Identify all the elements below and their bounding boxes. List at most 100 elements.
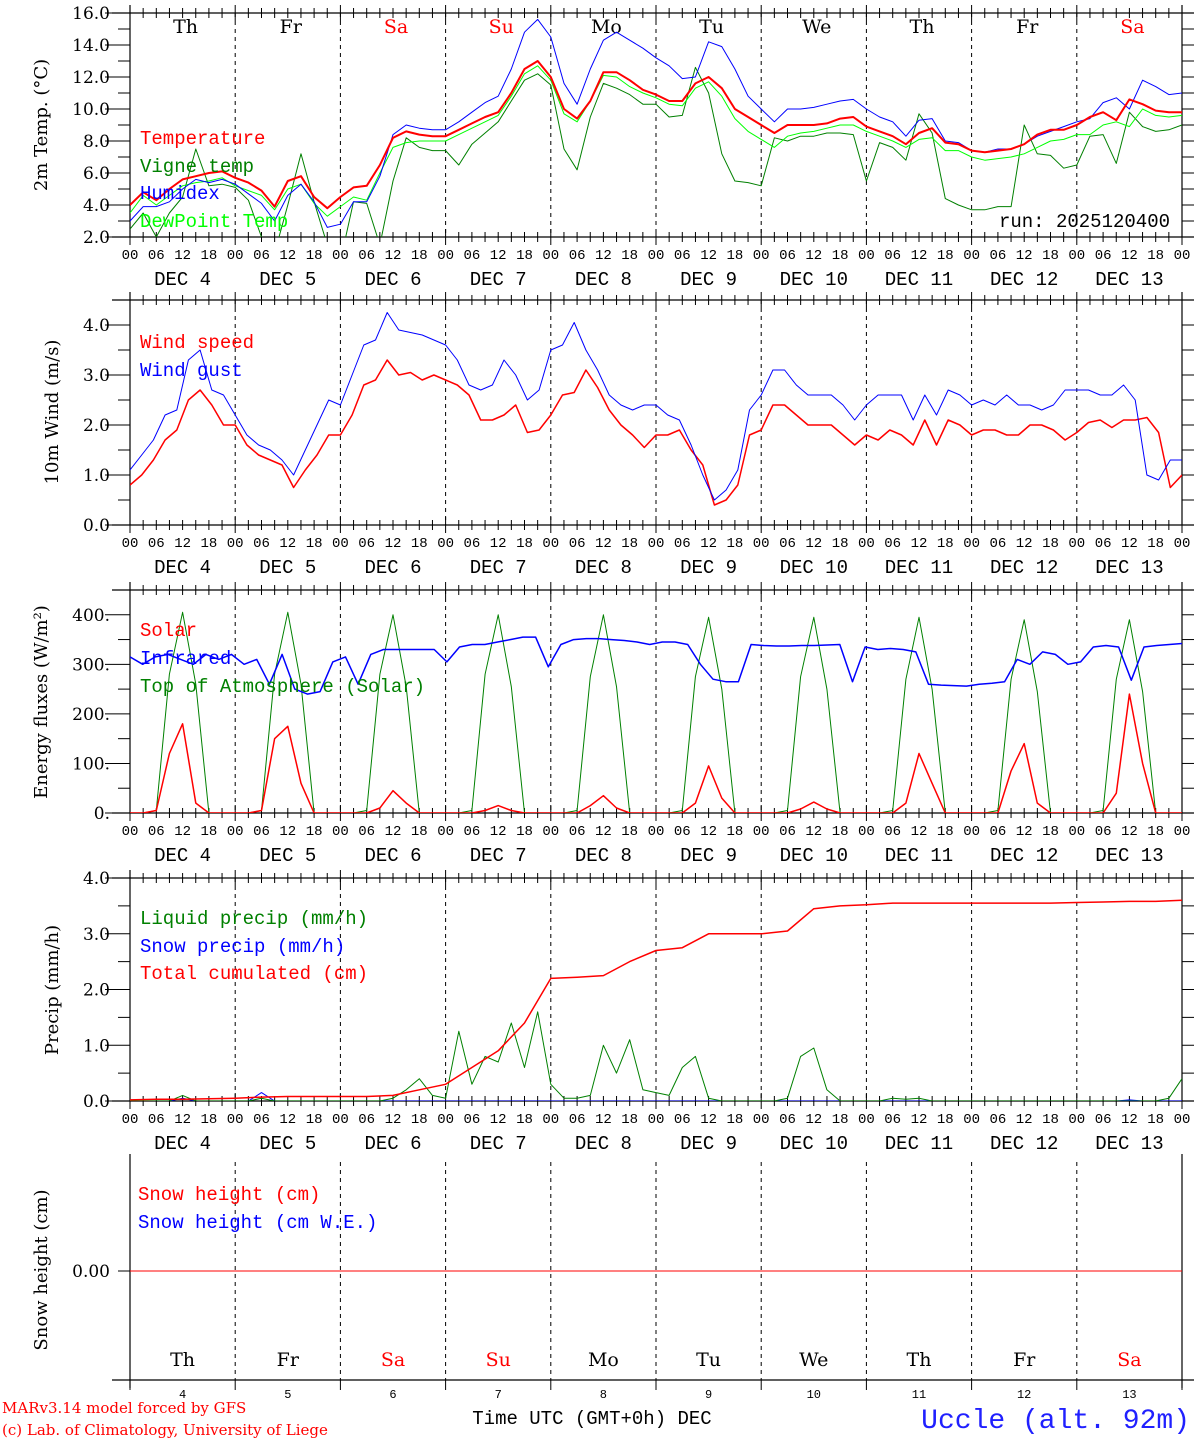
- station-name: Uccle (alt. 92m): [921, 1406, 1190, 1437]
- hour-label: 06: [779, 248, 796, 264]
- hour-label: 06: [779, 536, 796, 552]
- hour-label: 00: [122, 248, 139, 264]
- y-tick-label: 6.0: [83, 164, 110, 184]
- hour-label: 00: [332, 248, 349, 264]
- hour-label: 18: [937, 248, 954, 264]
- footer-credit: (c) Lab. of Climatology, University of L…: [2, 1421, 328, 1439]
- hour-label: 00: [227, 1112, 244, 1128]
- hour-label: 12: [700, 824, 717, 840]
- day-of-week-label: Mo: [591, 16, 622, 38]
- hour-label: 06: [148, 248, 165, 264]
- hour-label: 06: [884, 248, 901, 264]
- day-of-week-label: Fr: [1016, 16, 1039, 38]
- hour-label: 18: [306, 1112, 323, 1128]
- hour-label: 18: [200, 1112, 217, 1128]
- hour-label: 18: [1147, 824, 1164, 840]
- hour-label: 00: [332, 824, 349, 840]
- hour-label: 12: [279, 824, 296, 840]
- legend-entry: Solar: [140, 620, 197, 642]
- hour-label: 00: [963, 536, 980, 552]
- hour-label: 12: [279, 1112, 296, 1128]
- date-label: DEC 7: [470, 845, 527, 867]
- series-line-vigne-temp: [130, 66, 1182, 237]
- hour-label: 00: [122, 536, 139, 552]
- y-tick-label: 0.0: [83, 516, 110, 536]
- legend-entry: Vigne temp: [140, 156, 254, 178]
- run-label: run: 2025120400: [999, 211, 1170, 233]
- series-line-solar: [130, 693, 1182, 813]
- hour-label: 06: [569, 1112, 586, 1128]
- hour-label: 12: [174, 1112, 191, 1128]
- hour-label: 18: [1042, 824, 1059, 840]
- series-group: [130, 18, 1182, 237]
- hour-label: 18: [726, 248, 743, 264]
- day-number: 12: [1017, 1388, 1031, 1402]
- hour-label: 18: [1042, 248, 1059, 264]
- day-of-week-label: Th: [173, 16, 198, 38]
- date-label: DEC 6: [364, 845, 421, 867]
- panel-3: 0. 100. 200. 300. 400. Energy fluxes (W/m²) 00…: [31, 582, 1194, 867]
- hour-label: 12: [385, 248, 402, 264]
- hour-label: 12: [1121, 1112, 1138, 1128]
- y-tick-label: 14.0: [72, 36, 110, 56]
- y-tick-label: 0.: [94, 804, 110, 824]
- y-axis-label: Snow height (cm): [31, 1189, 52, 1350]
- hour-label: 18: [1147, 248, 1164, 264]
- hour-label: 12: [1121, 536, 1138, 552]
- panel-4: 0.0 1.0 2.0 3.0 4.0 Precip (mm/h) 00 06 12 18 DEC …: [42, 869, 1194, 1155]
- hour-label: 06: [989, 536, 1006, 552]
- date-label: DEC 12: [990, 845, 1058, 867]
- hour-label: 00: [542, 824, 559, 840]
- hour-label: 18: [832, 1112, 849, 1128]
- day-number: 9: [705, 1388, 712, 1402]
- y-tick-label: 16.0: [72, 4, 110, 24]
- hour-label: 00: [437, 824, 454, 840]
- hour-label: 12: [1016, 248, 1033, 264]
- hour-label: 18: [937, 536, 954, 552]
- hour-label: 06: [463, 248, 480, 264]
- date-label: DEC 10: [780, 845, 848, 867]
- hour-label: 18: [832, 824, 849, 840]
- date-label: DEC 10: [780, 557, 848, 579]
- y-tick-label: 100.: [72, 754, 110, 774]
- y-tick-label: 200.: [72, 705, 110, 725]
- date-label: DEC 11: [885, 1133, 953, 1155]
- date-label: DEC 9: [680, 557, 737, 579]
- hour-label: 00: [1068, 1112, 1085, 1128]
- day-of-week-label: We: [802, 16, 831, 38]
- date-label: DEC 8: [575, 1133, 632, 1155]
- y-tick-label: 1.0: [83, 466, 110, 486]
- date-label: DEC 4: [154, 557, 211, 579]
- series-group: [130, 312, 1182, 506]
- hour-label: 00: [227, 824, 244, 840]
- hour-label: 00: [753, 248, 770, 264]
- hour-label: 18: [516, 248, 533, 264]
- legend-entry: Snow height (cm): [138, 1184, 320, 1206]
- hour-label: 00: [753, 1112, 770, 1128]
- date-label: DEC 13: [1095, 557, 1163, 579]
- date-label: DEC 7: [470, 1133, 527, 1155]
- hour-label: 06: [253, 248, 270, 264]
- hour-label: 00: [648, 536, 665, 552]
- hour-label: 00: [963, 248, 980, 264]
- hour-label: 18: [411, 248, 428, 264]
- date-label: DEC 4: [154, 1133, 211, 1155]
- hour-label: 12: [490, 1112, 507, 1128]
- hour-label: 12: [700, 536, 717, 552]
- date-label: DEC 9: [680, 1133, 737, 1155]
- legend-entry: Infrared: [140, 648, 231, 670]
- hour-label: 18: [832, 536, 849, 552]
- date-label: DEC 12: [990, 269, 1058, 291]
- hour-label: 18: [306, 248, 323, 264]
- panel-1: 2.0 4.0 6.0 8.0 10.0 12.0 14.0 16.0 2m Temp. (°C…: [31, 4, 1194, 291]
- date-label: DEC 8: [575, 845, 632, 867]
- y-tick-label: 2.0: [83, 228, 110, 248]
- date-label: DEC 10: [780, 1133, 848, 1155]
- legend-entry: Wind gust: [140, 360, 243, 382]
- hour-label: 12: [1121, 248, 1138, 264]
- date-label: DEC 11: [885, 269, 953, 291]
- date-label: DEC 8: [575, 557, 632, 579]
- y-axis-label: 2m Temp. (°C): [31, 59, 52, 191]
- series-group: [130, 611, 1182, 813]
